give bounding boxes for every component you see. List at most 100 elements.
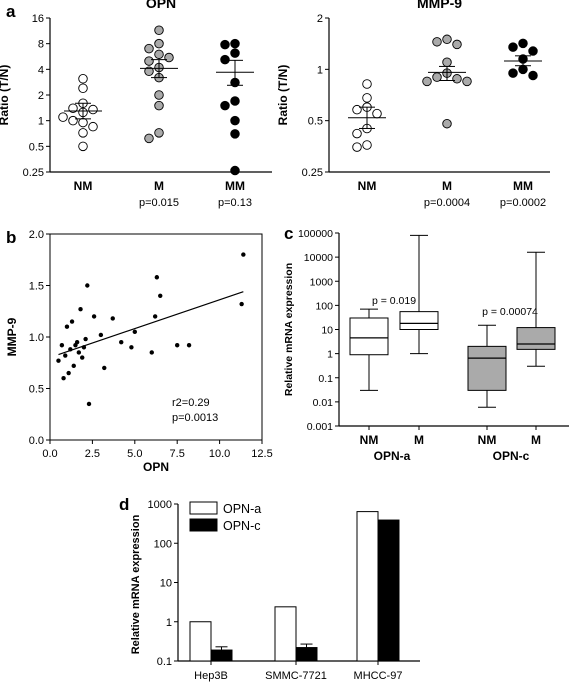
group-label: OPN-c [493,449,530,463]
p-value-label: p=0.015 [139,197,179,209]
y-tick-label: 0.5 [308,116,323,128]
r-squared-label: r2=0.29 [172,397,210,409]
y-tick-label: 0.25 [302,167,323,179]
data-point [432,37,442,47]
data-point [80,355,85,360]
y-tick-label: 0.1 [157,656,172,668]
bar-opn-a [356,511,379,662]
data-point [78,306,83,312]
data-point [110,316,115,321]
bar-opn-c [295,647,318,662]
y-tick-label: 1 [317,64,323,76]
y-tick-label: 4 [38,64,44,76]
data-point [422,76,432,87]
data-point [362,140,372,150]
y-axis-label: Ratio (T/N) [0,65,11,126]
data-point [154,128,164,138]
data-point [372,108,382,119]
chart-opn-dotplot: 0.25 0.5 1 2 4 8 16 OPN Ratio (T/N) NM Mp=0.015 MM p… [0,0,272,209]
plot-frame [49,233,263,441]
bar-opn-a [189,621,212,662]
p-value-label: p=0.0002 [500,197,546,209]
p-value-label: p=0.0013 [172,412,218,424]
data-point [528,70,538,81]
regression-line [58,291,244,356]
x-category-label: NM [358,179,377,193]
x-tick-label: 0.0 [42,448,57,460]
bar-opn-c [210,649,233,662]
bar-opn-a [274,606,297,662]
data-point [85,283,90,288]
y-tick-label: 1 [38,116,44,128]
data-point [230,165,240,176]
data-point [154,275,160,280]
box [399,311,439,331]
y-axis-label: Relative mRNA expression [283,263,295,396]
data-point [149,350,154,355]
y-tick-label: 1 [327,349,333,361]
chart-correlation-scatter: 0.0 2.5 5.0 7.5 10.0 12.5 0.0 0.5 1.0 1.5 2.0 OPN MM… [5,229,273,474]
x-category-label: NM [74,179,93,193]
y-tick-label: 10 [321,325,333,337]
x-axis-label: OPN [143,460,169,474]
y-axis-label: Ratio (T/N) [276,65,290,126]
y-tick-label: 100000 [298,228,333,240]
data-point [508,42,518,52]
data-point [352,128,362,139]
data-point [68,115,78,126]
panel-letter-b: b [6,228,16,247]
box [349,317,389,356]
group-label: OPN-a [374,449,411,463]
y-tick-label: 0.01 [313,397,334,409]
data-point [78,128,88,138]
data-point [69,319,75,324]
chart-mmp9-dotplot: 0.25 0.5 1 2 MMP-9 Ratio (T/N) NM Mp=0.0004 MM p=… [276,0,550,209]
data-point [64,324,70,329]
x-tick-label: 7.5 [170,448,185,460]
legend-label: OPN-a [223,502,261,516]
data-point [154,100,164,111]
legend-swatch [189,501,218,515]
data-point [186,343,192,348]
y-tick-label: 8 [38,39,44,51]
data-point [154,25,164,35]
y-tick-label: 1 [166,617,172,629]
box [516,327,556,350]
data-point [88,121,98,132]
y-tick-label: 1.5 [29,281,44,293]
x-category-label: M [531,433,541,447]
x-tick-label: 2.5 [85,448,100,460]
data-point [362,93,372,103]
y-tick-label: 0.25 [23,167,44,179]
y-tick-label: 0.1 [318,373,333,385]
p-value-label: p = 0.00074 [482,306,538,318]
data-point [68,103,78,113]
data-point [518,64,528,75]
data-point [528,46,538,56]
chart-title: MMP-9 [417,0,462,11]
y-tick-label: 0.5 [29,384,44,396]
x-category-label: Hep3B [194,670,228,682]
data-point [442,57,452,68]
data-point [119,339,124,345]
data-point [59,343,65,348]
data-point [230,129,240,139]
data-point [452,39,462,50]
chart-bar: 0.1 1 10 100 1000 Relative mRNA expression Hep… [130,499,420,682]
data-point [220,54,230,65]
y-tick-label: 0.5 [29,141,44,153]
data-point [154,90,164,100]
data-point [230,96,240,106]
data-point [132,329,137,335]
box [467,345,507,391]
data-point [63,353,68,358]
data-point [98,332,104,338]
x-category-label: MHCC-97 [354,670,403,682]
panel-letter-d: d [119,495,129,514]
data-point [239,301,244,307]
y-tick-label: 10 [160,578,172,590]
data-point [66,370,71,376]
y-axis-label: Relative mRNA expression [130,514,142,654]
x-tick-label: 10.0 [209,448,230,460]
